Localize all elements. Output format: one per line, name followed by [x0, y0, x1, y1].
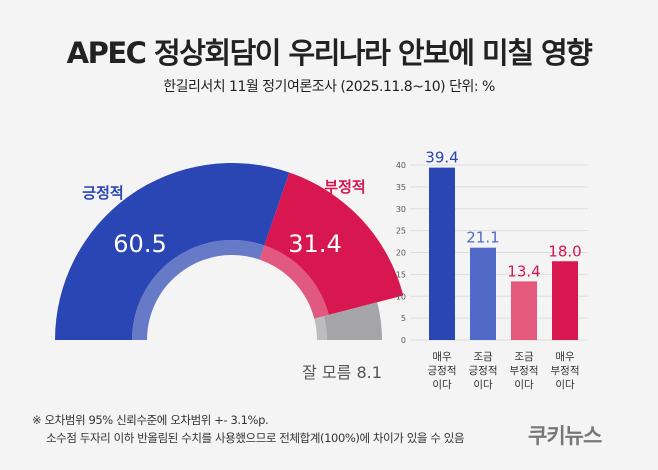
y-tick-label: 20 — [396, 249, 406, 258]
slice-label: 부정적 — [324, 178, 365, 196]
bar-value-label: 21.1 — [466, 229, 499, 247]
bar — [470, 247, 496, 340]
bar-value-label: 18.0 — [548, 242, 581, 260]
x-tick-label: 긍정적 — [428, 365, 457, 377]
y-tick-label: 25 — [396, 227, 406, 236]
x-tick-label: 조금 — [514, 351, 534, 363]
note-rounding: 소수점 두자리 이하 반올림된 수치를 사용했으므로 전체합계(100%)에 차… — [46, 431, 465, 445]
y-tick-label: 10 — [396, 292, 406, 301]
slice-inner-0 — [132, 239, 265, 340]
slice-inner-2 — [314, 316, 327, 340]
y-tick-label: 5 — [401, 314, 406, 323]
x-tick-label: 긍정적 — [469, 365, 498, 377]
slice-value: 60.5 — [113, 230, 166, 258]
slice-label: 긍정적 — [82, 184, 123, 202]
slice-label: 잘 모름 8.1 — [302, 363, 382, 382]
x-tick-label: 이다 — [514, 379, 534, 391]
y-tick-label: 35 — [396, 183, 406, 192]
logo: 쿠키뉴스 — [528, 424, 602, 448]
slice-2 — [323, 302, 382, 340]
x-tick-label: 매우 — [432, 351, 452, 363]
slice-inner-1 — [259, 245, 329, 319]
slice-1 — [264, 172, 404, 315]
y-tick-label: 0 — [401, 336, 406, 345]
chart-subtitle: 한길리서치 11월 정기여론조사 (2025.11.8~10) 단위: % — [163, 79, 495, 95]
y-tick-label: 40 — [396, 161, 406, 170]
x-tick-label: 매우 — [555, 351, 575, 363]
y-tick-label: 15 — [396, 270, 406, 279]
y-tick-label: 30 — [396, 205, 406, 214]
slice-value: 31.4 — [288, 230, 341, 258]
bar — [511, 281, 537, 340]
note-margin-of-error: ※ 오차범위 95% 신뢰수준에 오차범위 +- 3.1%p. — [32, 413, 269, 427]
bar — [429, 167, 455, 340]
x-tick-label: 부정적 — [510, 365, 539, 377]
x-tick-label: 이다 — [473, 379, 493, 391]
x-tick-label: 이다 — [432, 379, 452, 391]
bar — [552, 261, 578, 340]
bar-value-label: 13.4 — [507, 262, 540, 280]
x-tick-label: 이다 — [555, 379, 575, 391]
x-tick-label: 부정적 — [551, 365, 580, 377]
slice-0 — [55, 163, 290, 340]
x-tick-label: 조금 — [473, 351, 493, 363]
bar-value-label: 39.4 — [425, 149, 458, 167]
chart-title: APEC 정상회담이 우리나라 안보에 미칠 영향 — [66, 36, 593, 70]
